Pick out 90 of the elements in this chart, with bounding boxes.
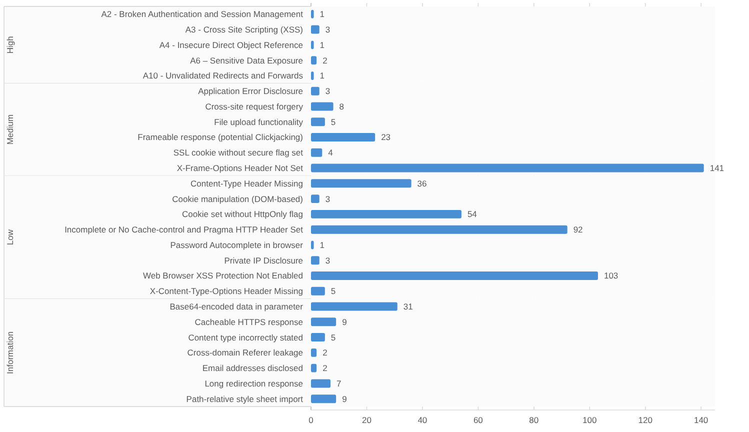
bar	[311, 256, 320, 265]
y-tick-label: Password Autocomplete in browser	[170, 240, 304, 250]
x-tick-label: 120	[638, 415, 653, 425]
bar	[311, 10, 314, 18]
bar	[311, 40, 314, 50]
bar	[311, 364, 317, 372]
x-tick-label: 80	[529, 415, 539, 425]
y-tick-label: A4 - Insecure Direct Object Reference	[159, 40, 304, 50]
y-tick-label: File upload functionality	[214, 116, 304, 127]
y-tick-label: Content-Type Header Missing	[190, 178, 304, 188]
data-label: 1	[320, 9, 325, 20]
y-tick-label: Email addresses disclosed	[202, 363, 304, 374]
band-label: Medium	[5, 114, 15, 145]
data-label: 5	[330, 116, 336, 127]
data-label: 36	[417, 178, 428, 188]
bar	[311, 318, 336, 326]
data-label: 9	[342, 316, 348, 327]
bar	[311, 379, 331, 388]
data-label: 5	[330, 332, 336, 342]
y-tick-label: A10 - Unvalidated Redirects and Forwards	[142, 70, 303, 81]
y-tick-label: X-Frame-Options Header Not Set	[176, 163, 304, 174]
data-label: 92	[573, 224, 584, 235]
data-label: 31	[403, 301, 414, 312]
bar	[311, 333, 325, 342]
data-label: 3	[325, 24, 330, 35]
data-label: 2	[322, 363, 328, 374]
bar	[311, 102, 334, 111]
data-label: 23	[381, 132, 391, 142]
data-label: 3	[325, 86, 330, 96]
data-label: 3	[325, 194, 330, 204]
y-tick-label: A2 - Broken Authentication and Session Management	[101, 9, 304, 20]
bar	[311, 210, 462, 218]
bar	[311, 286, 325, 296]
data-label: 9	[342, 394, 348, 404]
y-tick-label: Private IP Disclosure	[224, 255, 304, 266]
data-label: 2	[322, 55, 328, 66]
bar	[311, 194, 320, 204]
x-tick-label: 20	[362, 415, 372, 425]
bar	[311, 272, 598, 280]
data-label: 141	[710, 163, 724, 174]
y-tick-label: Path-relative style sheet import	[186, 394, 304, 404]
bar	[311, 348, 317, 357]
band-label: Low	[5, 228, 15, 246]
y-tick-label: Cookie manipulation (DOM-based)	[172, 194, 304, 204]
bar	[311, 71, 314, 80]
band-label: High	[5, 36, 15, 54]
data-label: 3	[325, 255, 330, 266]
y-tick-label: Web Browser XSS Protection Not Enabled	[142, 270, 304, 281]
y-tick-label: Application Error Disclosure	[198, 86, 304, 96]
bar	[311, 148, 322, 157]
data-label: 1	[320, 40, 325, 50]
data-label: 2	[322, 348, 328, 358]
y-tick-label: Cross-site request forgery	[205, 101, 304, 112]
band-label: Information	[5, 331, 15, 374]
y-tick-label: X-Content-Type-Options Header Missing	[150, 286, 304, 296]
data-label: 54	[467, 209, 478, 220]
bar	[311, 25, 320, 34]
data-label: 1	[320, 70, 325, 81]
bar	[311, 302, 398, 311]
bar	[311, 118, 325, 126]
bar	[311, 179, 412, 188]
bar	[311, 394, 336, 404]
data-label: 1	[320, 240, 325, 250]
y-tick-label: Cacheable HTTPS response	[194, 316, 304, 327]
data-label: 7	[336, 378, 342, 388]
data-label: 8	[339, 101, 344, 112]
y-tick-label: A6 – Sensitive Data Exposure	[190, 55, 304, 66]
bar	[311, 225, 568, 234]
data-label: 5	[330, 286, 336, 296]
y-tick-label: Cross-domain Referer leakage	[187, 348, 304, 358]
data-label: 103	[604, 270, 618, 281]
x-tick-label: 140	[694, 415, 708, 425]
bar	[311, 240, 314, 250]
y-tick-label: Base64-encoded data in parameter	[170, 301, 304, 312]
x-tick-label: 40	[418, 415, 428, 425]
y-tick-label: SSL cookie without secure flag set	[173, 148, 304, 158]
bar	[311, 56, 317, 65]
x-tick-label: 0	[308, 415, 314, 425]
y-tick-label: Long redirection response	[204, 378, 304, 388]
bar	[311, 86, 320, 96]
y-tick-label: Frameable response (potential Clickjacking)	[138, 132, 304, 142]
x-tick-label: 100	[582, 415, 597, 425]
y-tick-label: Content type incorrectly stated	[188, 332, 304, 342]
x-tick-label: 60	[473, 415, 484, 425]
y-tick-label: Cookie set without HttpOnly flag	[182, 209, 304, 220]
bar	[311, 133, 376, 142]
y-tick-label: Incomplete or No Cache-control and Pragma HTTP Header Set	[64, 224, 304, 235]
bar	[311, 164, 704, 172]
data-label: 4	[328, 148, 334, 158]
y-tick-label: A3 - Cross Site Scripting (XSS)	[185, 24, 304, 35]
